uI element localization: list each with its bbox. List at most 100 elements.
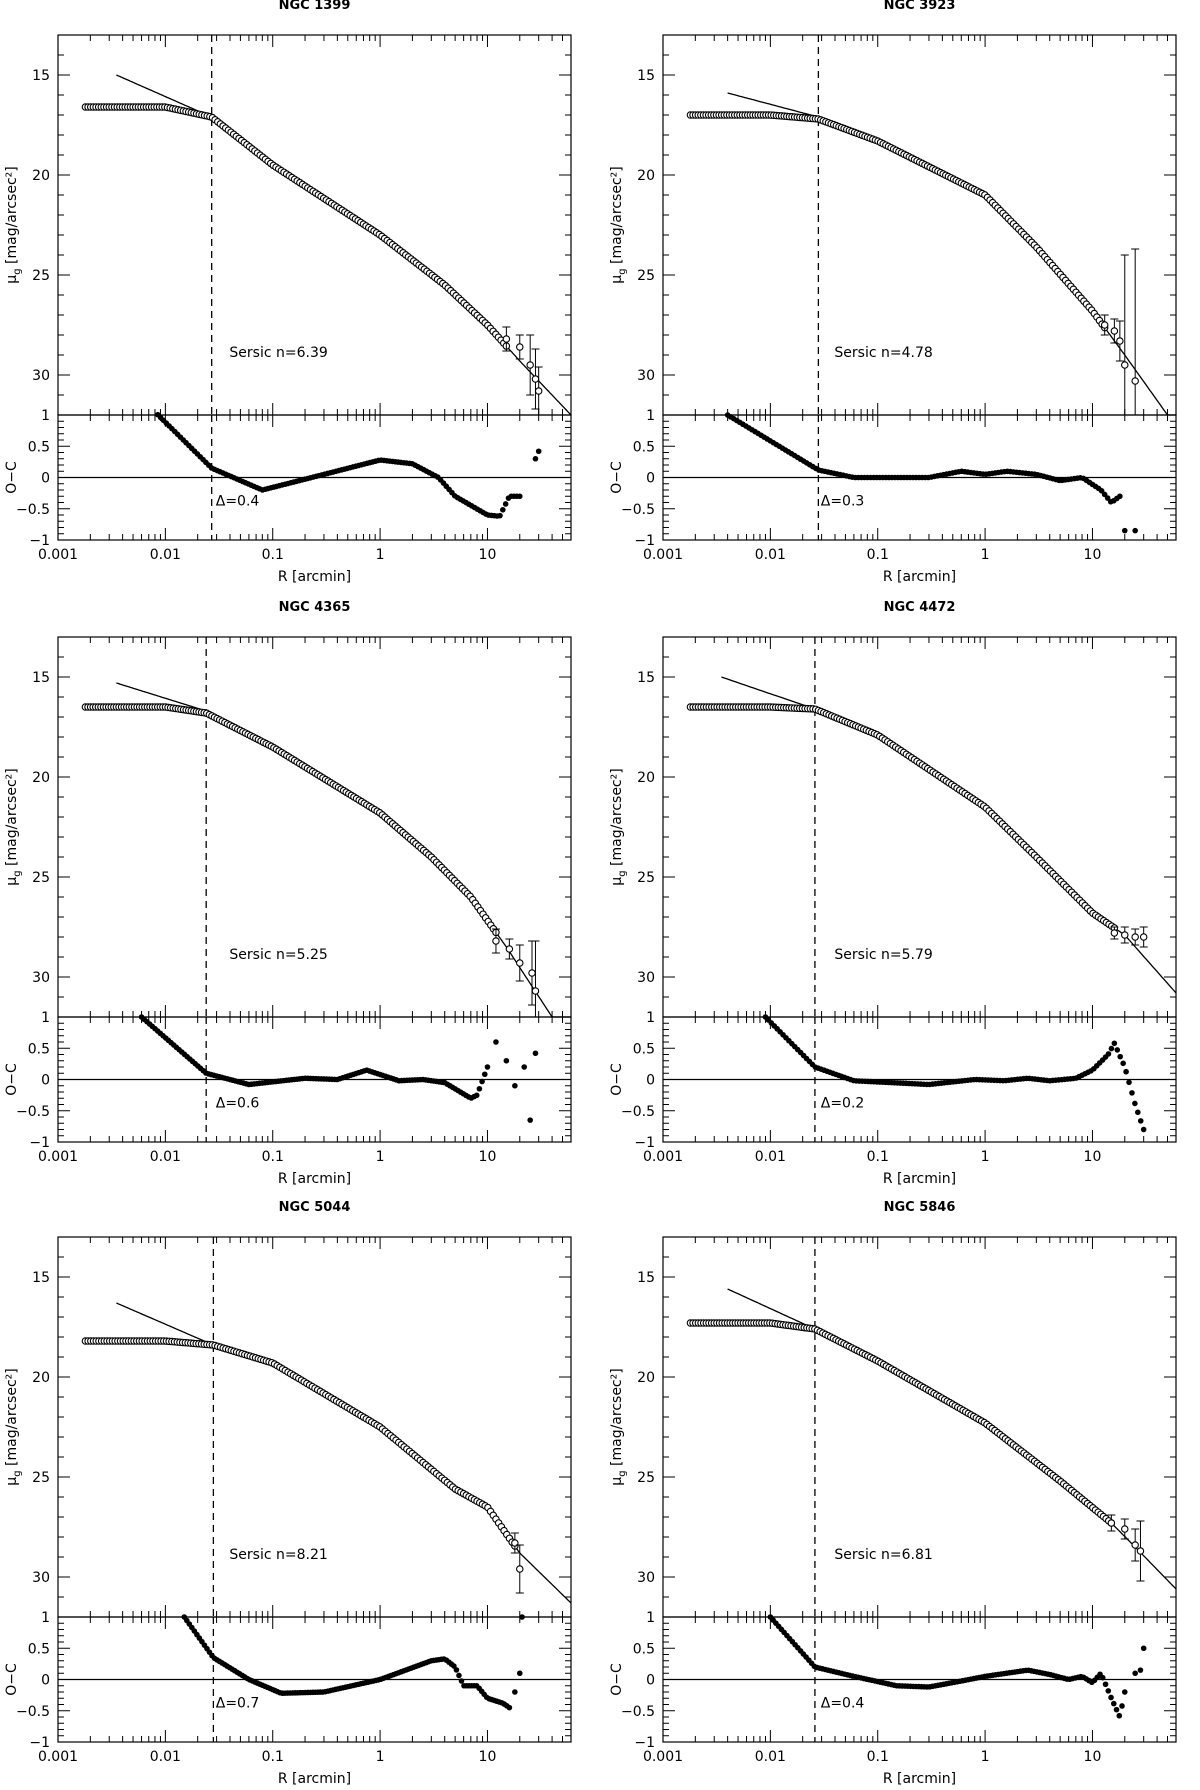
panel-title: NGC 1399 [279, 0, 351, 13]
y-tick-label: 25 [637, 870, 655, 886]
residual-point [1121, 1689, 1128, 1695]
residual-point [484, 1064, 491, 1070]
residual-point [1137, 1118, 1144, 1124]
residual-y-tick-label: −1 [29, 533, 50, 549]
sersic-model-curve [721, 676, 1177, 994]
residual-point [1126, 1079, 1132, 1086]
residual-point [479, 1078, 485, 1085]
y-tick-label: 20 [637, 168, 655, 184]
x-tick-marks [57, 1237, 572, 1742]
residual-point [532, 1050, 539, 1057]
x-tick-label: 0.1 [262, 1149, 284, 1165]
x-tick-label: 10 [479, 1149, 497, 1165]
y-tick-label: 15 [637, 670, 655, 686]
profile-point [1100, 321, 1109, 329]
profile-point [1121, 1525, 1129, 1533]
y-tick-marks [58, 1256, 571, 1743]
residual-point [481, 1071, 488, 1078]
residual-y-axis-label: O−C [4, 1063, 20, 1096]
sersic-model-curve [116, 1302, 572, 1604]
residual-y-axis-label: O−C [609, 1663, 625, 1696]
x-tick-marks [662, 1237, 1177, 1742]
profile-point [516, 1565, 524, 1573]
y-tick-label: 25 [32, 268, 50, 284]
profile-point [1136, 1547, 1145, 1555]
x-tick-label: 0.01 [755, 547, 786, 563]
y-tick-label: 20 [637, 1370, 655, 1386]
profile-point [534, 387, 543, 395]
y-tick-label: 15 [32, 670, 50, 686]
profile-point [516, 343, 524, 351]
residual-point [453, 1667, 460, 1673]
residual-points [767, 1614, 1147, 1719]
profile-points [81, 1337, 524, 1594]
profile-point [492, 937, 500, 945]
y-tick-label: 25 [32, 870, 50, 886]
x-tick-label: 0.01 [150, 547, 181, 563]
y-tick-label: 30 [637, 970, 655, 986]
x-tick-label: 0.1 [867, 1749, 889, 1765]
y-tick-label: 15 [637, 1270, 655, 1286]
y-tick-label: 20 [32, 1370, 50, 1386]
x-tick-label: 10 [1084, 1149, 1102, 1165]
profile-point [1107, 1519, 1116, 1527]
residual-y-tick-label: 0 [646, 1673, 655, 1689]
residual-point [521, 1064, 528, 1070]
profile-point [1131, 1541, 1139, 1549]
x-axis-label: R [arcmin] [883, 1171, 956, 1187]
profile-point [505, 945, 514, 953]
residual-point [1132, 527, 1138, 534]
x-tick-label: 0.1 [262, 1749, 284, 1765]
profile-point [502, 335, 511, 343]
residual-point [512, 1689, 518, 1695]
residual-y-tick-label: 0 [41, 1073, 50, 1089]
y-axis-label: μg [mag/arcsec²] [609, 768, 628, 885]
x-tick-label: 0.1 [262, 547, 284, 563]
y-tick-marks [663, 1256, 1176, 1743]
x-tick-label: 0.01 [150, 1749, 181, 1765]
residual-point [458, 1678, 465, 1684]
residual-y-axis-label: O−C [609, 461, 625, 494]
x-tick-marks [662, 637, 1177, 1142]
y-tick-label: 30 [637, 1570, 655, 1586]
y-tick-label: 15 [637, 68, 655, 84]
residual-point [535, 448, 542, 455]
residual-y-tick-label: 0.5 [28, 439, 50, 455]
residual-point [1114, 1047, 1121, 1053]
delta-annotation: Δ=0.4 [216, 494, 260, 510]
profile-point [526, 361, 534, 369]
x-tick-label: 10 [479, 1749, 497, 1765]
y-tick-label: 15 [32, 68, 50, 84]
residual-y-tick-label: −0.5 [16, 1104, 50, 1120]
x-tick-label: 0.001 [38, 1749, 78, 1765]
residual-y-tick-label: 0.5 [28, 1641, 50, 1657]
sersic-annotation: Sersic n=8.21 [229, 1547, 327, 1563]
x-tick-label: 1 [981, 1749, 990, 1765]
panel-title: NGC 5044 [279, 1200, 351, 1215]
residual-point [1099, 1674, 1106, 1681]
x-tick-label: 10 [479, 547, 497, 563]
residual-point [1129, 1090, 1135, 1096]
y-axis-label: μg [mag/arcsec²] [609, 166, 628, 283]
delta-annotation: Δ=0.6 [216, 1096, 260, 1112]
y-tick-label: 15 [32, 1270, 50, 1286]
residual-y-tick-label: −0.5 [621, 1704, 655, 1720]
residual-y-tick-label: −1 [634, 1135, 655, 1151]
x-axis-label: R [arcmin] [883, 1771, 956, 1787]
delta-annotation: Δ=0.3 [821, 494, 865, 510]
y-tick-label: 30 [637, 368, 655, 384]
residual-point [1132, 1100, 1138, 1107]
y-tick-label: 25 [637, 1470, 655, 1486]
y-axis-label: μg [mag/arcsec²] [4, 166, 23, 283]
residual-points [724, 412, 1138, 534]
residual-point [1102, 1681, 1109, 1688]
residual-y-tick-label: −1 [29, 1735, 50, 1751]
residual-y-axis-label: O−C [4, 461, 20, 494]
residual-point [1111, 1040, 1118, 1047]
residual-points [762, 1014, 1147, 1133]
residual-point [516, 1670, 523, 1677]
